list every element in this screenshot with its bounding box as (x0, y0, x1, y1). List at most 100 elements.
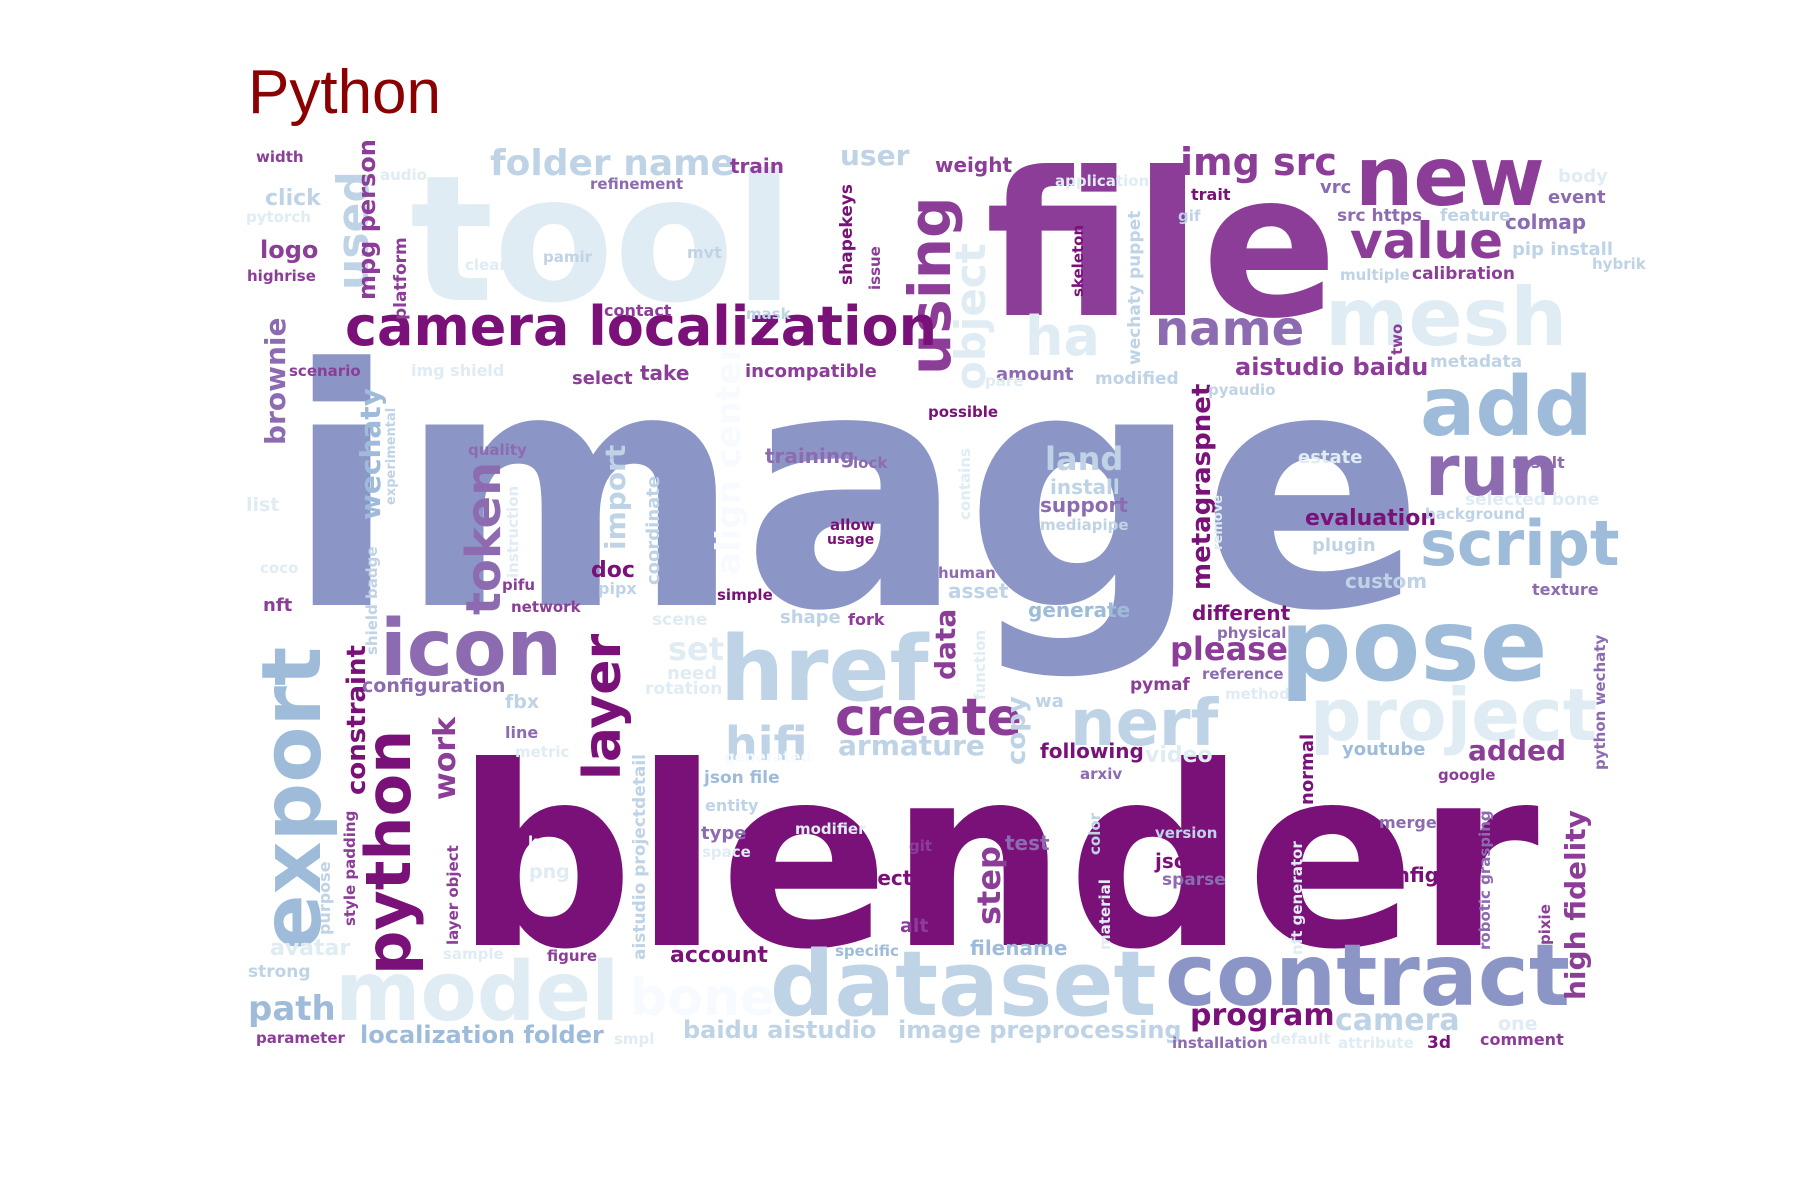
word-copy: copy (1002, 696, 1032, 765)
word-coco: coco (260, 559, 298, 577)
word-robotic-grasping: robotic grasping (1476, 810, 1494, 950)
word-value: value (1350, 212, 1503, 270)
word-add: add (1420, 360, 1593, 455)
word-network: network (511, 598, 582, 616)
word-width: width (256, 148, 304, 166)
word-application: application (1055, 172, 1149, 190)
word-pymaf: pymaf (1130, 675, 1190, 695)
word-body: body (1558, 166, 1608, 187)
word-parameter: parameter (256, 1029, 346, 1047)
word-multiple: multiple (1340, 266, 1410, 284)
word-reference: reference (1202, 665, 1284, 683)
word-following: following (1040, 739, 1144, 763)
word-mvt: mvt (687, 243, 722, 262)
word-feature: feature (1440, 206, 1511, 226)
word-python-wechaty: python wechaty (1591, 635, 1609, 770)
word-json-file: json file (703, 768, 780, 788)
word-img-src: img src (1180, 140, 1337, 184)
word-platform: platform (391, 237, 411, 320)
word-selected: selected (845, 866, 940, 890)
word-merge: merge (1379, 813, 1437, 832)
word-tool: tool (410, 139, 794, 342)
word-project: project (1310, 673, 1597, 757)
word-avatar: avatar (270, 936, 350, 961)
word-localization-folder: localization folder (360, 1021, 604, 1049)
word-layer-object: layer object (444, 845, 462, 945)
word-doc: doc (591, 558, 635, 583)
word-installation: installation (1172, 1034, 1268, 1052)
word-src-https: src https (1337, 206, 1422, 226)
word-human: human (938, 564, 996, 582)
word-blender: blender (455, 713, 1539, 1004)
word-training: training (765, 444, 854, 468)
word-amount: amount (996, 364, 1074, 385)
word-vrc: vrc (1320, 177, 1351, 198)
word-possible: possible (928, 403, 998, 421)
word-create: create (835, 688, 1022, 748)
word-strong: strong (248, 962, 311, 982)
word-align-center: align center (709, 345, 749, 575)
word-entity: entity (705, 796, 759, 815)
word-plugin: plugin (1312, 535, 1376, 556)
word-aistudio-baidu: aistudio baidu (1235, 353, 1428, 381)
word-pixie: pixie (1536, 904, 1554, 945)
word-href: href (720, 617, 929, 722)
word-land: land (1045, 440, 1123, 478)
word-modified: modified (1095, 369, 1179, 389)
word-wechaty-puppet: wechaty puppet (1125, 211, 1145, 365)
word-contains: contains (956, 448, 974, 520)
word-using: using (896, 196, 964, 375)
word-fork: fork (848, 610, 885, 629)
word-different: different (1192, 601, 1291, 625)
word-constraint: constraint (342, 645, 372, 795)
word-specific: specific (835, 942, 899, 960)
word-armature: armature (838, 729, 985, 762)
word-alt: alt (900, 915, 928, 937)
word-added: added (1468, 734, 1566, 767)
word-image-preprocessing: image preprocessing (898, 1016, 1182, 1044)
word-wa: wa (1035, 691, 1064, 712)
word-model: model (335, 945, 619, 1040)
word-weight: weight (935, 153, 1012, 177)
word-arxiv: arxiv (1080, 765, 1122, 783)
word-comment: comment (1480, 1030, 1564, 1049)
word-wechaty: wechaty (354, 388, 387, 520)
word-gif: gif (1178, 207, 1201, 225)
word-list: list (246, 494, 279, 516)
word-scenario: scenario (289, 362, 361, 380)
word-img-shield: img shield (411, 361, 504, 380)
word-high-fidelity: high fidelity (1559, 810, 1592, 1000)
word-calibration: calibration (1412, 264, 1515, 284)
word-import: import (599, 445, 632, 550)
word-default: default (1270, 1030, 1331, 1048)
word-shape: shape (780, 607, 841, 628)
word-contract: contract (1165, 926, 1570, 1026)
word-normal: normal (1297, 734, 1318, 805)
word-work: work (428, 716, 463, 800)
word-lock: lock (853, 454, 888, 472)
word-mesh: mesh (1325, 271, 1567, 364)
word-metagraspnet: metagraspnet (1187, 384, 1217, 590)
word-type: type (701, 823, 746, 844)
word-set: set (668, 630, 724, 668)
word-youtube: youtube (1342, 739, 1425, 760)
word-remove: remove (1211, 495, 1226, 550)
word-rotation: rotation (645, 679, 722, 699)
word-ha: ha (1025, 305, 1100, 368)
word-generate: generate (1028, 598, 1130, 622)
word-pipx: pipx (598, 579, 637, 598)
word-pifu: pifu (502, 576, 535, 594)
word-version: version (1155, 824, 1217, 842)
word-metric: metric (515, 743, 569, 761)
word-click: click (265, 186, 322, 211)
word-instruction: instruction (504, 486, 522, 578)
word-nerf: nerf (1070, 687, 1220, 761)
word-metadata: metadata (1430, 352, 1522, 372)
word-material: material (1096, 879, 1114, 950)
word-sample: sample (443, 945, 504, 963)
word-one: one (1498, 1013, 1537, 1035)
word-nft: nft (263, 595, 293, 616)
word-function: function (971, 630, 989, 700)
word-generated: generated (724, 748, 811, 766)
word-account: account (670, 943, 768, 968)
